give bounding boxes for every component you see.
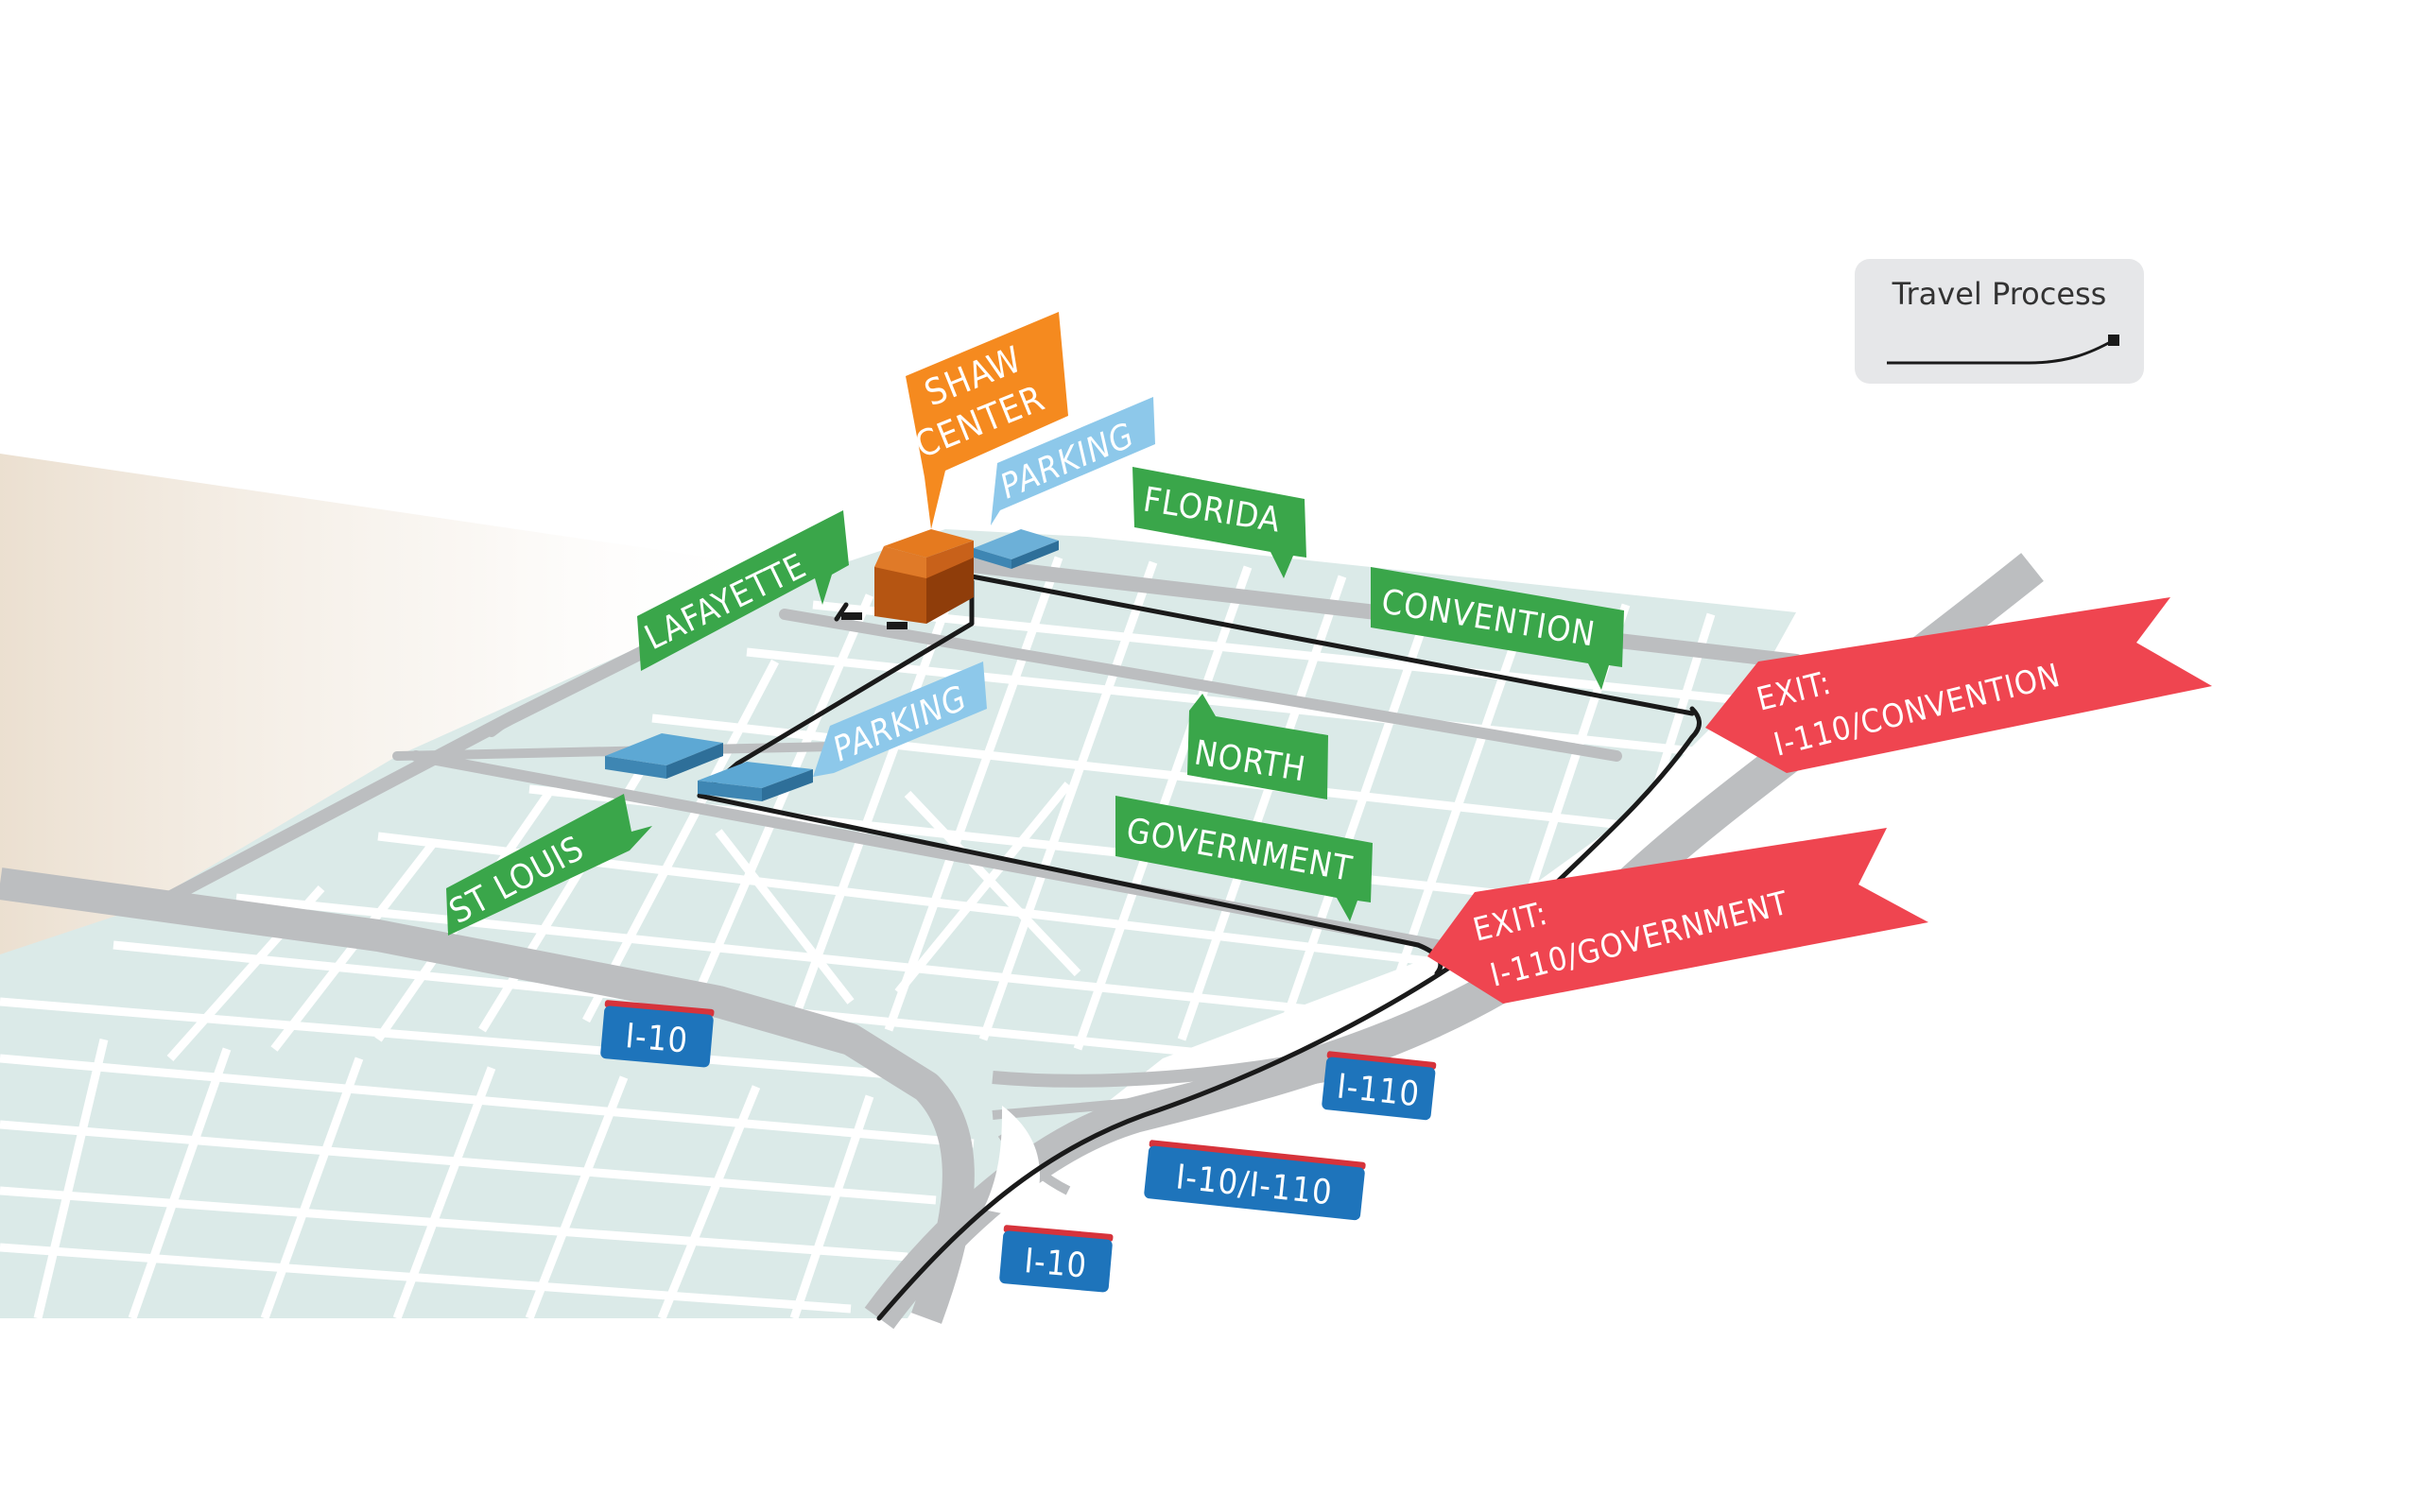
parking-lot-south xyxy=(698,762,813,801)
shaw-center-callout: SHAW CENTER xyxy=(906,312,1068,529)
highway-shield-i110: I-110 xyxy=(1322,1051,1437,1121)
parking-lot-north xyxy=(974,529,1059,569)
legend: Travel Process xyxy=(1855,259,2144,384)
highway-shield-i10-i110: I-10/I-110 xyxy=(1144,1140,1366,1221)
interchange-ramp-2 xyxy=(992,1063,1373,1120)
city-base xyxy=(0,529,1796,1318)
interchange-gore xyxy=(983,1106,1040,1219)
interchange-ramp-1 xyxy=(992,1042,1363,1088)
highway-label-i110: I-110 xyxy=(1335,1067,1422,1114)
highway-label-i10-west: I-10 xyxy=(624,1017,690,1061)
highway-shield-i10-south: I-10 xyxy=(999,1225,1114,1293)
highway-shield-i10-west: I-10 xyxy=(600,1000,715,1068)
route-line-icon xyxy=(1887,335,2119,365)
legend-title: Travel Process xyxy=(1892,276,2107,312)
travel-route xyxy=(697,574,1702,1321)
highway-label-i10-south: I-10 xyxy=(1023,1242,1089,1286)
route-marker xyxy=(887,622,908,629)
shaw-center-building xyxy=(874,529,974,624)
route-marker xyxy=(841,612,862,620)
parking-lot-west xyxy=(605,733,723,779)
